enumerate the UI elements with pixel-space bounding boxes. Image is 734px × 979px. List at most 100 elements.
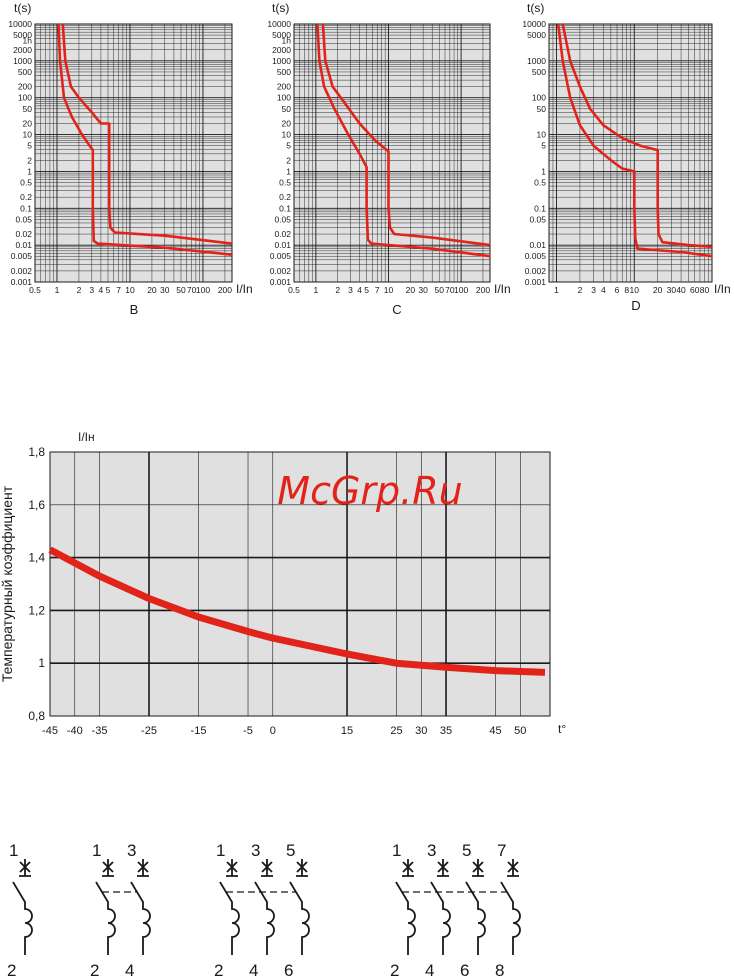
breaker-contact-symbol xyxy=(500,859,521,955)
x-tick-label: -5 xyxy=(243,725,253,737)
breaker-contact-symbol xyxy=(254,859,275,955)
x-tick-label: 0.5 xyxy=(288,285,300,295)
y-tick-label: 1000 xyxy=(527,56,546,66)
y-tick-label: 50 xyxy=(537,104,547,114)
x-tick-label: 7 xyxy=(116,285,121,295)
y-tick-label: 200 xyxy=(277,82,291,92)
y-tick-label: 50 xyxy=(23,104,33,114)
terminal-bottom-number: 2 xyxy=(7,961,16,979)
x-tick-label: 10 xyxy=(384,285,394,295)
x-tick-label: -35 xyxy=(92,725,108,737)
x-tick-label: 70 xyxy=(445,285,455,295)
x-tick-label: 30 xyxy=(415,725,427,737)
x-tick-label: 20 xyxy=(406,285,416,295)
terminal-bottom-number: 2 xyxy=(214,961,223,979)
x-tick-label: 4 xyxy=(99,285,104,295)
y-tick-label: 0.05 xyxy=(274,214,291,224)
y-tick-label: 1 xyxy=(38,656,45,670)
temperature-chart: 1,8 1,6 1,4 1,2 1 0,8 -45 -40 -35 -25 -15 -5 0 15 25 3… xyxy=(0,430,566,737)
y-tick-label: 1,2 xyxy=(28,603,45,617)
y-ticks: 10000500010005001005010510.50.10.050.010… xyxy=(522,19,546,287)
terminal-top-number: 3 xyxy=(427,841,436,860)
pole: 78 xyxy=(495,841,521,979)
y-tick-label: 5 xyxy=(541,141,546,151)
x-tick-label: 2 xyxy=(578,285,583,295)
breaker-contact-symbol xyxy=(395,859,416,955)
y-axis-unit: I/Iн xyxy=(78,430,95,444)
pole: 12 xyxy=(7,841,33,979)
y-tick-label: 10000 xyxy=(8,19,32,29)
pole: 34 xyxy=(125,841,151,979)
x-tick-label: 50 xyxy=(514,725,526,737)
breaker-contact-symbol xyxy=(430,859,451,955)
x-axis-label: I/In xyxy=(494,282,511,296)
grid xyxy=(49,451,550,717)
y-tick-label: 1000 xyxy=(13,56,32,66)
x-tick-label: -15 xyxy=(191,725,207,737)
x-tick-label: 100 xyxy=(196,285,210,295)
y-tick-label: 5000 xyxy=(272,30,291,40)
pole: 56 xyxy=(460,841,486,979)
x-ticks: 0.5 1 2 3 4 5 7 10 20 30 50 70 100 200 xyxy=(288,285,490,295)
x-tick-label: -25 xyxy=(141,725,157,737)
chart-caption: C xyxy=(392,302,401,317)
breaker-contact-symbol xyxy=(12,859,33,955)
x-tick-label: -40 xyxy=(67,725,83,737)
trip-chart-d: 10000500010005001005010510.50.10.050.010… xyxy=(522,1,730,313)
y-tick-label: 0.2 xyxy=(279,192,291,202)
y-tick-label: 1 xyxy=(286,166,291,176)
y-tick-label: 5 xyxy=(27,141,32,151)
x-tick-label: 30 xyxy=(667,285,677,295)
y-tick-label: 2000 xyxy=(13,45,32,55)
y-tick-label: 1,8 xyxy=(28,445,45,459)
x-tick-label: 40 xyxy=(676,285,686,295)
chart-caption: D xyxy=(631,298,640,313)
y-tick-label: 1 xyxy=(27,166,32,176)
y-axis-label: t(s) xyxy=(14,1,31,15)
y-tick-label: 0.005 xyxy=(270,251,292,261)
x-tick-label: 60 xyxy=(690,285,700,295)
y-tick-label: 0.5 xyxy=(20,178,32,188)
y-tick-label: 0.05 xyxy=(529,214,546,224)
x-tick-label: 1 xyxy=(554,285,559,295)
watermark: McGrp.Ru xyxy=(277,469,462,513)
y-tick-label: 10 xyxy=(23,130,33,140)
x-tick-label: 1 xyxy=(55,285,60,295)
y-tick-label: 0.1 xyxy=(20,203,32,213)
x-axis-unit: t° xyxy=(558,722,566,736)
y-tick-label: 0.5 xyxy=(279,178,291,188)
y-tick-label: 0.05 xyxy=(15,214,32,224)
x-tick-label: 50 xyxy=(435,285,445,295)
terminal-top-number: 3 xyxy=(251,841,260,860)
pole: 34 xyxy=(249,841,275,979)
x-tick-label: -45 xyxy=(42,725,58,737)
x-tick-label: 30 xyxy=(160,285,170,295)
terminal-top-number: 5 xyxy=(462,841,471,860)
x-ticks: -45 -40 -35 -25 -15 -5 0 15 25 30 35 45 50 xyxy=(42,725,526,737)
y-tick-label: 0.001 xyxy=(11,277,33,287)
breaker-contact-symbol xyxy=(465,859,486,955)
y-axis-label: t(s) xyxy=(272,1,289,15)
breaker-symbol-1-pole: 12 xyxy=(7,841,33,979)
y-tick-label: 5 xyxy=(286,141,291,151)
x-tick-label: 2 xyxy=(335,285,340,295)
upper-trip-curve xyxy=(321,23,491,247)
x-tick-label: 1 xyxy=(313,285,318,295)
y-tick-label: 0.5 xyxy=(534,178,546,188)
x-tick-label: 25 xyxy=(390,725,402,737)
terminal-top-number: 1 xyxy=(216,841,225,860)
x-ticks: 1 2 3 4 6 8 10 20 30 40 60 80 xyxy=(554,285,709,295)
x-tick-label: 0 xyxy=(270,725,276,737)
y-axis-title: Температурный коэффициент xyxy=(0,485,15,682)
y-tick-label: 1h xyxy=(23,35,33,45)
y-tick-label: 0.01 xyxy=(274,240,291,250)
x-tick-label: 20 xyxy=(653,285,663,295)
y-tick-label: 0.002 xyxy=(11,266,33,276)
